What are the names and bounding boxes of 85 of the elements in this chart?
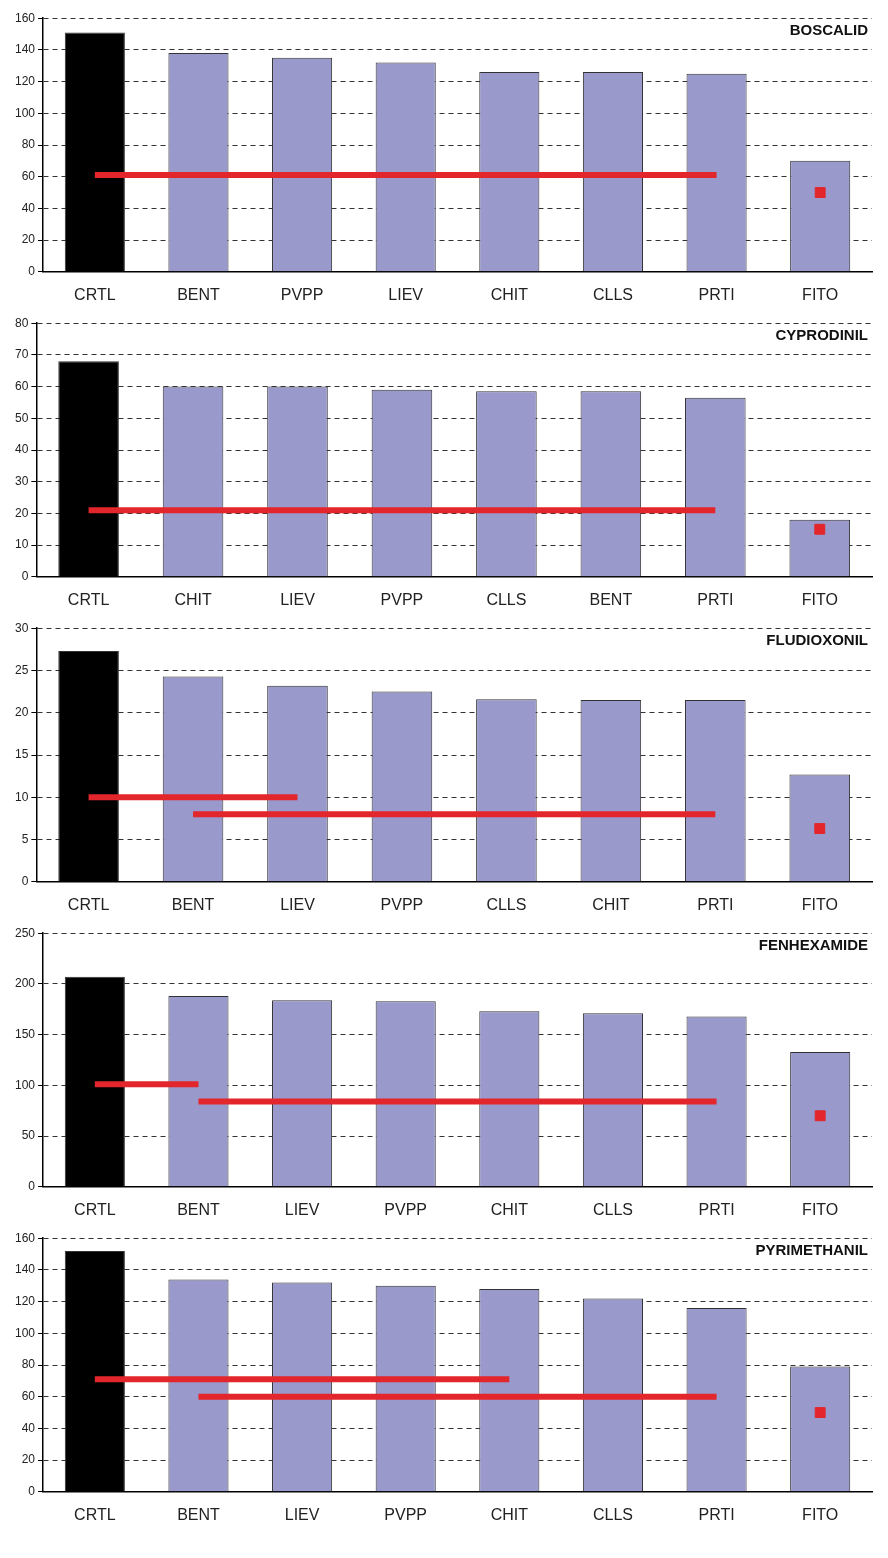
y-tick-label: 200 [14, 976, 36, 991]
x-tick-label: PVPP [380, 590, 424, 608]
y-tick-label: 120 [14, 1293, 36, 1308]
chart-title: FENHEXAMIDE [758, 935, 868, 953]
y-tick-label: 20 [21, 232, 36, 247]
y-tick-label: 50 [14, 410, 29, 425]
y-tick-label: 15 [14, 747, 29, 762]
y-tick-label: 40 [21, 200, 36, 215]
y-tick-label: 100 [14, 1077, 36, 1092]
x-tick-label: PRTI [698, 285, 735, 303]
x-tick-label: CHIT [490, 1200, 529, 1218]
y-tick-label: 25 [14, 662, 29, 677]
y-tick-label: 60 [21, 169, 36, 184]
y-tick-label: 60 [21, 1389, 36, 1404]
x-tick-label: CRTL [67, 590, 110, 608]
x-tick-label: CLLS [486, 895, 527, 913]
chart-title: BOSCALID [789, 20, 869, 38]
x-tick-label: PVPP [384, 1200, 428, 1218]
x-tick-label: CLLS [592, 1505, 633, 1523]
x-tick-label: FITO [802, 285, 839, 303]
y-tick-label: 40 [21, 1420, 36, 1435]
y-tick-label: 40 [14, 442, 29, 457]
x-tick-label: CRTL [67, 895, 110, 913]
y-tick-label: 140 [14, 1262, 36, 1277]
x-tick-label: BENT [589, 590, 633, 608]
x-tick-label: BENT [177, 285, 221, 303]
y-tick-label: 70 [14, 347, 29, 362]
y-tick-label: 20 [14, 705, 29, 720]
y-tick-label: 30 [14, 474, 29, 489]
x-tick-label: PRTI [698, 1505, 735, 1523]
y-tick-label: 10 [14, 537, 29, 552]
y-tick-label: 150 [14, 1026, 36, 1041]
x-tick-label: CRTL [74, 1505, 116, 1523]
y-tick-label: 0 [21, 569, 29, 584]
x-tick-label: FITO [802, 1200, 839, 1218]
y-tick-label: 120 [14, 73, 36, 88]
y-tick-label: 20 [14, 505, 29, 520]
chart-title: CYPRODINIL [775, 325, 868, 343]
x-tick-label: PRTI [698, 1200, 735, 1218]
chart-title: FLUDIOXONIL [766, 630, 868, 648]
x-tick-label: PVPP [380, 895, 424, 913]
x-tick-label: LIEV [280, 590, 316, 608]
y-tick-label: 160 [14, 1230, 36, 1245]
x-tick-label: CLLS [592, 1200, 633, 1218]
x-tick-label: CHIT [490, 285, 529, 303]
x-tick-label: CHIT [174, 590, 212, 608]
x-tick-label: LIEV [284, 1505, 320, 1523]
x-tick-label: BENT [171, 895, 215, 913]
x-tick-label: BENT [177, 1505, 221, 1523]
x-tick-label: FITO [802, 1505, 839, 1523]
y-tick-label: 250 [14, 925, 36, 940]
chart-title: PYRIMETHANIL [755, 1240, 868, 1258]
x-tick-label: PVPP [384, 1505, 428, 1523]
y-tick-label: 60 [14, 378, 29, 393]
y-tick-label: 50 [21, 1128, 36, 1143]
y-tick-label: 160 [14, 10, 36, 25]
x-tick-label: FITO [801, 590, 838, 608]
y-tick-label: 30 [14, 620, 29, 635]
x-tick-label: LIEV [388, 285, 424, 303]
x-tick-label: CRTL [74, 1200, 116, 1218]
x-tick-label: PRTI [697, 895, 734, 913]
x-tick-label: CHIT [592, 895, 630, 913]
y-tick-label: 100 [14, 1325, 36, 1340]
x-tick-label: CLLS [592, 285, 633, 303]
y-tick-label: 80 [14, 315, 29, 330]
y-tick-label: 140 [14, 42, 36, 57]
y-tick-label: 0 [21, 874, 29, 889]
x-tick-label: PRTI [697, 590, 734, 608]
x-tick-label: CRTL [74, 285, 116, 303]
x-tick-label: FITO [801, 895, 838, 913]
y-tick-label: 10 [14, 789, 29, 804]
y-tick-label: 0 [28, 264, 36, 279]
x-tick-label: PVPP [280, 285, 324, 303]
x-tick-label: LIEV [280, 895, 316, 913]
y-tick-label: 0 [28, 1179, 36, 1194]
y-tick-label: 100 [14, 105, 36, 120]
x-tick-label: BENT [177, 1200, 221, 1218]
y-tick-label: 80 [21, 137, 36, 152]
y-tick-label: 0 [28, 1484, 36, 1499]
x-tick-label: LIEV [284, 1200, 320, 1218]
y-tick-label: 80 [21, 1357, 36, 1372]
x-tick-label: CHIT [490, 1505, 529, 1523]
y-tick-label: 5 [21, 831, 29, 846]
y-tick-label: 20 [21, 1452, 36, 1467]
x-tick-label: CLLS [486, 590, 527, 608]
